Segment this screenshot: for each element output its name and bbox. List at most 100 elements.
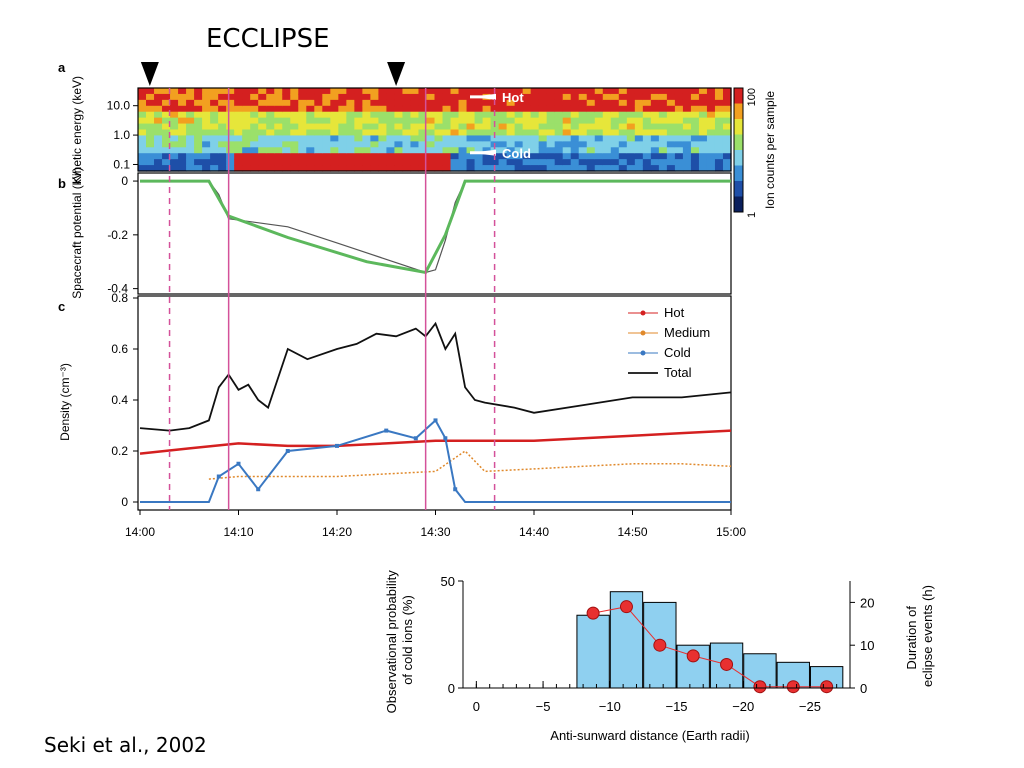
duration-series [586,600,834,694]
spectrogram-cell [186,153,195,160]
spectrogram-cell [290,147,299,154]
spectrogram-cell [386,105,396,113]
spectrogram-cell [434,93,444,101]
spectrogram-cell [186,99,195,107]
spectrogram-cell [258,141,267,148]
spectrogram-cell [378,123,388,131]
spectrogram-cell [674,117,684,125]
spectrogram-cell [450,105,460,113]
spectrogram-cell [498,147,508,154]
spectrogram-cell [450,159,460,166]
spectrogram-cell [250,123,259,131]
spectrogram-cell [690,165,700,172]
spectrogram-cell [602,117,612,125]
spectrogram-cell [218,135,227,142]
spectrogram-cell [322,159,331,166]
spectrogram-cell [490,117,500,125]
spectrogram-cell [378,135,388,142]
spectrogram-cell [338,147,347,154]
spectrogram-cell [698,99,708,107]
duration-point [653,638,667,652]
spectrogram-cell [346,141,355,148]
spectrogram-cell [666,105,676,113]
spectrogram-cell [458,88,468,95]
spectrogram-cell [666,99,676,107]
spectrogram-cell [242,105,251,113]
spectrogram-cell [282,99,291,107]
spectrogram-cell [170,93,179,101]
spectrogram-cell [378,165,388,172]
spectrogram-cell [530,111,540,119]
spectrogram-cell [514,105,524,113]
spectrogram-cell [434,159,444,166]
spectrogram-cell [706,99,716,107]
spectrogram-cell [658,123,668,131]
spectrogram-cell [538,111,548,119]
spectrogram-cell [706,135,716,142]
spectrogram-cell [434,88,444,95]
spectrogram-cell [634,105,644,113]
spectrogram-cell [274,159,283,166]
spectrogram-cell [234,123,243,131]
spectrogram-cell [602,165,612,172]
spectrogram-cell [434,165,444,172]
spectrogram-cell [498,117,508,125]
spectrogram-cell [354,93,363,101]
spectrogram-cell [546,88,556,95]
spectrogram-cell [410,129,420,137]
spectrogram-cell [354,99,363,107]
spectrogram-cell [322,111,331,119]
spectrogram-cell [274,93,283,101]
spectrogram-cell [258,117,267,125]
panel-c-x-tick-label: 14:20 [322,525,352,539]
spectrogram-cell [522,88,532,95]
panel-c-frame [137,295,732,511]
spectrogram-cell [410,88,420,95]
spectrogram-cell [242,111,251,119]
spectrogram-cell [570,123,580,131]
spectrogram-cell [210,117,219,125]
spectrogram-cell [570,153,580,160]
spectrogram-cell [602,99,612,107]
spectrogram-cell [378,159,388,166]
spectrogram-cell [346,117,355,125]
spectrogram-cell [258,135,267,142]
spectrogram-cell [554,129,564,137]
spectrogram-cell [434,141,444,148]
spectrogram-cell [210,159,219,166]
spectrogram-cell [154,105,163,113]
spectrogram-cell [522,159,532,166]
spectrogram-cell [290,153,299,160]
spectrogram-cell [474,129,484,137]
spectrogram-cell [514,123,524,131]
spectrogram-cell [218,129,227,137]
spectrogram-cell [626,93,636,101]
spectrogram-cell [202,141,211,148]
spectrogram-cell [474,117,484,125]
spectrogram-cell [266,117,275,125]
spectrogram-cell [498,111,508,119]
spectrogram-cell [330,99,339,107]
colorbar-segment [734,88,743,104]
spectrogram-cell [226,123,235,131]
spectrogram-cell [402,105,412,113]
spectrogram-cell [234,129,243,137]
spectrogram-cell [482,129,492,137]
spectrogram-cell [722,147,732,154]
spectrogram-cell [234,147,243,154]
spectrogram-cell [610,88,620,95]
spectrogram-cell [442,99,452,107]
spectrogram-cell [530,165,540,172]
spectrogram-cell [506,88,516,95]
spectrogram-cell [162,147,171,154]
spectrogram-cell [250,165,259,172]
spectrogram-cell [154,93,163,101]
spectrogram-cell [226,105,235,113]
spectrogram-cell [442,165,452,172]
spectrogram-cell [386,135,396,142]
spectrogram-cell [138,147,147,154]
colorbar-segment [734,165,743,182]
spectrogram-cell [402,153,412,160]
spectrogram-cell [298,111,307,119]
spectrogram-cell [194,93,203,101]
